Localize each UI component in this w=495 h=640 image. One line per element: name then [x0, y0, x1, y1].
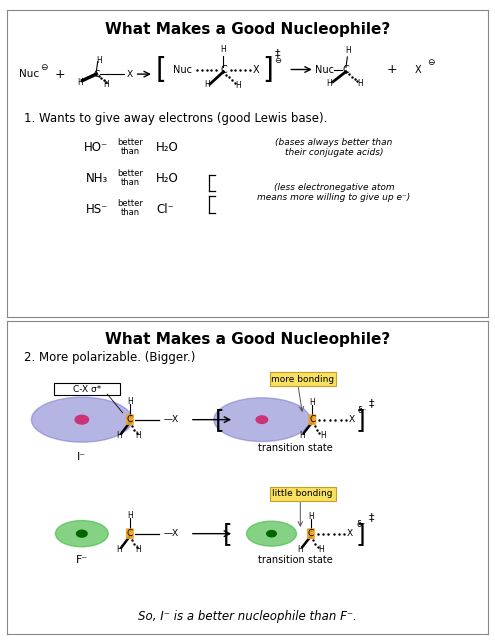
Text: better: better: [117, 199, 143, 208]
Text: H: H: [319, 545, 324, 554]
Circle shape: [256, 416, 268, 424]
Text: more bonding: more bonding: [271, 374, 334, 383]
Text: than: than: [120, 209, 140, 218]
Text: Nuc: Nuc: [19, 69, 39, 79]
Text: ]: ]: [355, 408, 365, 431]
Text: H: H: [127, 397, 133, 406]
Text: H: H: [96, 56, 101, 65]
Text: Cl⁻: Cl⁻: [156, 203, 174, 216]
Text: C: C: [220, 65, 227, 74]
Text: X: X: [253, 65, 259, 74]
Text: H: H: [326, 79, 332, 88]
FancyBboxPatch shape: [270, 487, 336, 500]
Ellipse shape: [55, 520, 108, 547]
Text: H: H: [309, 398, 315, 407]
Text: little bonding: little bonding: [272, 489, 333, 498]
Text: NH₃: NH₃: [86, 172, 108, 185]
Text: HS⁻: HS⁻: [86, 203, 108, 216]
Text: ‡: ‡: [275, 48, 280, 58]
Text: What Makes a Good Nucleophile?: What Makes a Good Nucleophile?: [105, 22, 390, 37]
Text: ⊖: ⊖: [40, 63, 47, 72]
Text: δ⁻: δ⁻: [356, 520, 366, 529]
Text: I⁻: I⁻: [77, 452, 87, 463]
Text: F⁻: F⁻: [76, 555, 88, 565]
Text: H: H: [235, 81, 241, 90]
Text: H: H: [116, 431, 122, 440]
Text: 1. Wants to give away electrons (good Lewis base).: 1. Wants to give away electrons (good Le…: [24, 112, 328, 125]
Text: [: [: [215, 408, 225, 431]
Text: H₂O: H₂O: [156, 141, 179, 154]
Text: C: C: [93, 70, 99, 79]
Text: H: H: [136, 545, 142, 554]
Text: H: H: [103, 80, 108, 89]
Text: C: C: [308, 529, 314, 538]
Text: than: than: [120, 178, 140, 187]
Text: H: H: [299, 431, 304, 440]
FancyBboxPatch shape: [53, 383, 120, 396]
Text: ⊖: ⊖: [274, 56, 281, 65]
Text: H: H: [136, 431, 142, 440]
Ellipse shape: [214, 398, 310, 442]
Text: H: H: [204, 81, 209, 90]
Text: +: +: [386, 63, 397, 76]
Text: —X: —X: [163, 415, 179, 424]
Text: ]: ]: [355, 522, 365, 546]
Text: better: better: [117, 138, 143, 147]
Text: ⊖: ⊖: [427, 58, 435, 67]
Text: ]: ]: [262, 56, 273, 83]
Text: transition state: transition state: [258, 444, 333, 453]
Text: C-X σ*: C-X σ*: [73, 385, 101, 394]
Text: X: X: [127, 70, 133, 79]
Text: X: X: [348, 415, 355, 424]
Text: C: C: [127, 529, 133, 538]
Text: Nuc: Nuc: [173, 65, 192, 74]
Text: X: X: [347, 529, 353, 538]
Ellipse shape: [32, 397, 132, 442]
Text: H: H: [308, 512, 314, 521]
Circle shape: [267, 531, 276, 537]
Circle shape: [75, 415, 89, 424]
Text: H₂O: H₂O: [156, 172, 179, 185]
Ellipse shape: [247, 521, 297, 546]
Text: [: [: [222, 522, 232, 546]
Text: H: H: [127, 511, 133, 520]
Text: δ⁻: δ⁻: [358, 406, 367, 415]
Text: (bases always better than
their conjugate acids): (bases always better than their conjugat…: [275, 138, 393, 157]
Text: ‡: ‡: [369, 513, 374, 522]
Text: better: better: [117, 168, 143, 177]
Text: +: +: [55, 68, 65, 81]
Text: —X: —X: [163, 529, 179, 538]
Text: What Makes a Good Nucleophile?: What Makes a Good Nucleophile?: [105, 332, 390, 348]
Text: H: H: [357, 79, 363, 88]
Text: C: C: [309, 415, 315, 424]
Text: C: C: [343, 65, 349, 74]
Text: C: C: [127, 415, 133, 424]
Text: So, I⁻ is a better nucleophile than F⁻.: So, I⁻ is a better nucleophile than F⁻.: [138, 610, 357, 623]
Text: H: H: [116, 545, 122, 554]
Text: H: H: [221, 45, 226, 54]
Text: (less electronegative atom
means more willing to give up e⁻): (less electronegative atom means more wi…: [257, 182, 410, 202]
Text: ‡: ‡: [369, 399, 374, 408]
Text: 2. More polarizable. (Bigger.): 2. More polarizable. (Bigger.): [24, 351, 196, 364]
Text: Nuc: Nuc: [315, 65, 334, 74]
Text: H: H: [77, 78, 83, 88]
FancyBboxPatch shape: [270, 372, 336, 386]
Circle shape: [77, 530, 87, 537]
Text: H: H: [320, 431, 326, 440]
Text: than: than: [120, 147, 140, 156]
Text: [: [: [155, 56, 166, 83]
Text: H: H: [346, 46, 351, 55]
Text: HO⁻: HO⁻: [84, 141, 108, 154]
Text: H: H: [297, 545, 303, 554]
Text: transition state: transition state: [258, 556, 333, 565]
Text: X: X: [415, 65, 421, 74]
